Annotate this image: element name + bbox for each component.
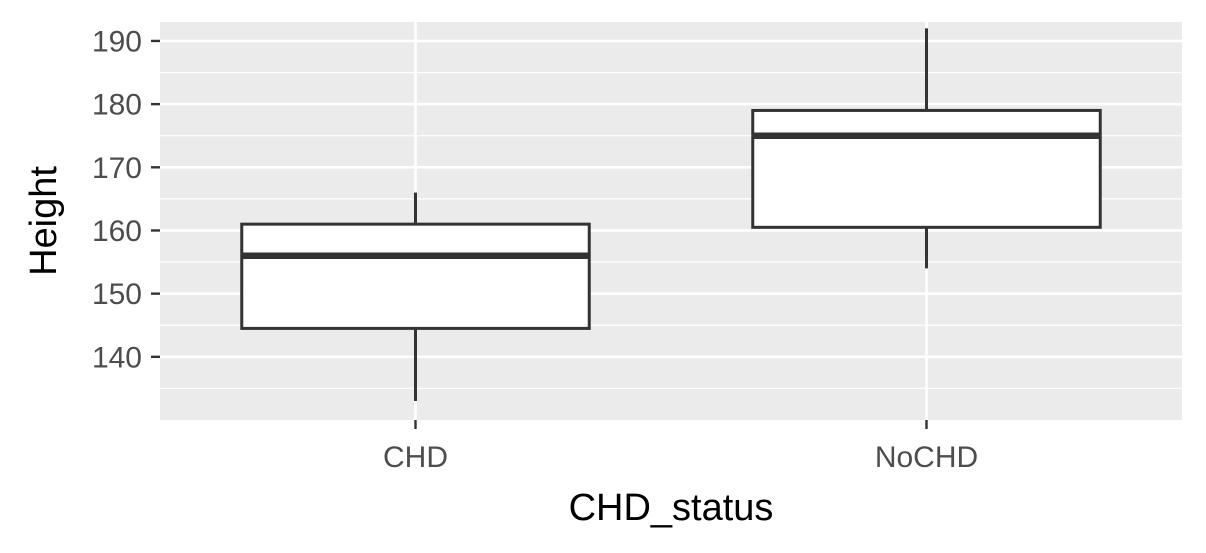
x-axis-title: CHD_status bbox=[569, 487, 774, 529]
y-tick-label: 150 bbox=[92, 278, 142, 311]
axes: 140 150 160 170 180 190 CHD NoCHD bbox=[92, 25, 978, 474]
y-tick-label: 140 bbox=[92, 341, 142, 374]
y-tick-label: 160 bbox=[92, 215, 142, 248]
box-chd bbox=[240, 192, 591, 402]
y-tick-label: 170 bbox=[92, 152, 142, 185]
y-axis-title: Height bbox=[23, 166, 65, 276]
interquartile-box bbox=[751, 108, 1102, 229]
boxes bbox=[240, 28, 1102, 402]
y-tick-label: 180 bbox=[92, 89, 142, 122]
x-tick-label: NoCHD bbox=[875, 441, 978, 474]
x-tick-label: CHD bbox=[383, 441, 448, 474]
box-nochd bbox=[751, 28, 1102, 269]
interquartile-box bbox=[240, 222, 591, 330]
y-tick-label: 190 bbox=[92, 25, 142, 58]
